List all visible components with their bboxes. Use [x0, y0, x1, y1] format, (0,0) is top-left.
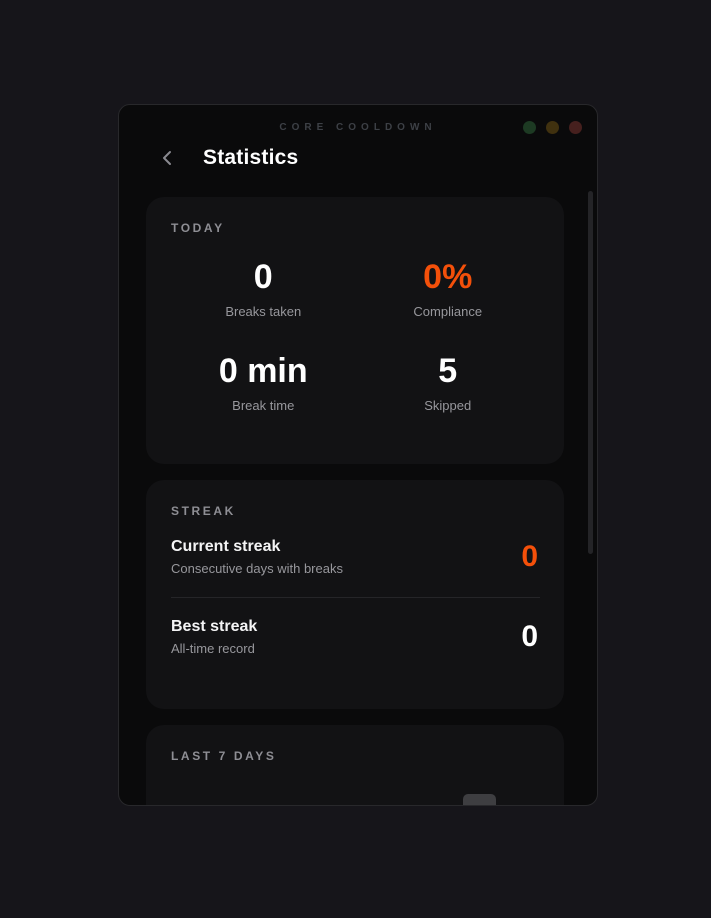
best-streak-value: 0 [521, 620, 538, 653]
best-streak-text: Best streak All-time record [171, 618, 257, 656]
app-title: CORE COOLDOWN [279, 121, 437, 133]
stat-label: Skipped [424, 397, 472, 413]
stat-value: 5 [438, 351, 458, 390]
streak-row-title: Best streak [171, 618, 258, 635]
traffic-light-yellow-icon[interactable] [546, 120, 559, 134]
stat-label: Compliance [413, 303, 483, 319]
window-controls [523, 105, 582, 145]
stat-skipped: 5 Skipped [356, 351, 541, 413]
today-section-label: TODAY [171, 221, 225, 235]
best-streak-row: Best streak All-time record 0 [171, 597, 540, 677]
streak-row-subtitle: All-time record [171, 641, 255, 656]
streak-section-label: STREAK [171, 504, 236, 518]
weekly-chart-bar [463, 794, 496, 805]
stat-value: 0 [253, 258, 273, 296]
back-button[interactable] [155, 146, 179, 170]
page-title: Statistics [203, 146, 299, 169]
traffic-light-green-icon[interactable] [523, 120, 536, 134]
stat-label: Break time [232, 397, 295, 413]
current-streak-text: Current streak Consecutive days with bre… [171, 538, 343, 576]
stat-value: 0% [423, 258, 473, 296]
last-7-days-card: LAST 7 DAYS [146, 725, 564, 805]
traffic-light-red-icon[interactable] [569, 120, 582, 134]
scrollbar-thumb[interactable] [588, 191, 593, 554]
stat-compliance: 0% Compliance [356, 257, 541, 319]
current-streak-row: Current streak Consecutive days with bre… [171, 518, 540, 597]
stat-label: Breaks taken [225, 303, 302, 319]
stat-breaks-taken: 0 Breaks taken [171, 257, 356, 319]
stat-break-time: 0 min Break time [171, 351, 356, 413]
current-streak-value: 0 [521, 540, 538, 573]
today-stats-grid: 0 Breaks taken 0% Compliance 0 min Break… [171, 257, 540, 413]
app-window: CORE COOLDOWN Statistics TODAY 0 Breaks … [118, 104, 598, 806]
stat-value: 0 min [218, 351, 308, 390]
streak-row-subtitle: Consecutive days with breaks [171, 561, 343, 576]
today-card: TODAY 0 Breaks taken 0% Compliance 0 min… [146, 197, 564, 464]
chevron-left-icon [163, 151, 171, 165]
statistics-scroll-area[interactable]: TODAY 0 Breaks taken 0% Compliance 0 min… [119, 171, 597, 805]
streak-row-title: Current streak [171, 538, 281, 555]
page-header: Statistics [119, 145, 597, 171]
titlebar[interactable]: CORE COOLDOWN [119, 105, 597, 145]
last7-section-label: LAST 7 DAYS [171, 749, 277, 763]
streak-card: STREAK Current streak Consecutive days w… [146, 480, 564, 709]
